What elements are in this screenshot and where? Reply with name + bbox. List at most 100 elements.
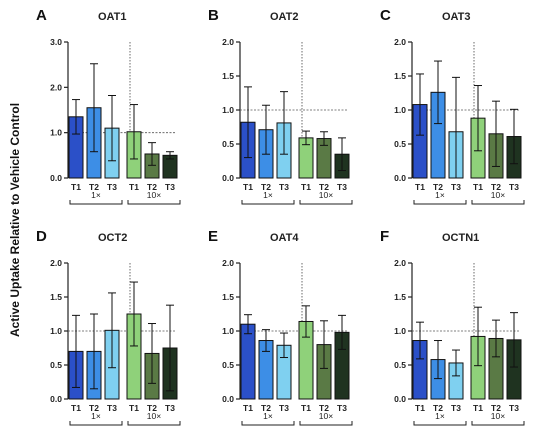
category-label: T2 xyxy=(433,403,443,413)
group-bracket xyxy=(127,421,181,426)
y-tick-label: 0.5 xyxy=(394,139,406,149)
group-label: 1× xyxy=(263,190,273,200)
y-tick-label: 1.5 xyxy=(394,292,406,302)
category-label: T2 xyxy=(261,182,271,192)
group-label: 10× xyxy=(319,411,333,421)
category-label: T2 xyxy=(89,403,99,413)
y-tick-label: 2.0 xyxy=(222,258,234,268)
panel-letter: F xyxy=(380,228,389,245)
category-label: T1 xyxy=(301,182,311,192)
category-label: T2 xyxy=(147,403,157,413)
category-label: T3 xyxy=(165,403,175,413)
y-tick-label: 0.0 xyxy=(394,394,406,404)
y-tick-label: 0.5 xyxy=(50,360,62,370)
panel-d: D OCT2 0.0 0.5 1.0 1.5 2.0 T1 T2 T3 T1 T2 T3 1× 10× xyxy=(36,228,181,426)
group-bracket xyxy=(471,200,525,205)
category-label: T3 xyxy=(279,182,289,192)
category-label: T2 xyxy=(319,182,329,192)
category-label: T1 xyxy=(129,403,139,413)
y-tick-label: 1.0 xyxy=(222,105,234,115)
category-label: T1 xyxy=(473,403,483,413)
panel-letter: B xyxy=(208,7,219,24)
group-label: 1× xyxy=(435,190,445,200)
group-bracket xyxy=(299,200,353,205)
y-tick-label: 2.0 xyxy=(394,258,406,268)
y-axis-label: Active Uptake Relative to Vehicle Contro… xyxy=(8,103,22,337)
category-label: T2 xyxy=(89,182,99,192)
panel-f: F OCTN1 0.0 0.5 1.0 1.5 2.0 T1 T2 T3 T1 T2 T3 1× 10× xyxy=(380,228,525,426)
y-tick-label: 0.5 xyxy=(222,139,234,149)
category-label: T3 xyxy=(279,403,289,413)
category-label: T2 xyxy=(491,182,501,192)
panel-c: C OAT3 0.0 0.5 1.0 1.5 2.0 T1 T2 T3 T1 T2 T3 1× 10× xyxy=(380,7,525,205)
y-tick-label: 1.0 xyxy=(394,105,406,115)
category-label: T3 xyxy=(107,403,117,413)
y-tick-label: 1.5 xyxy=(394,71,406,81)
group-label: 1× xyxy=(263,411,273,421)
panel-title: OAT2 xyxy=(270,11,299,23)
group-label: 10× xyxy=(491,411,505,421)
panel-title: OAT1 xyxy=(98,11,127,23)
panel-letter: D xyxy=(36,228,47,245)
group-bracket xyxy=(127,200,181,205)
y-tick-label: 1.5 xyxy=(222,71,234,81)
category-label: T3 xyxy=(509,403,519,413)
category-label: T3 xyxy=(509,182,519,192)
category-label: T2 xyxy=(261,403,271,413)
category-label: T1 xyxy=(473,182,483,192)
group-bracket xyxy=(241,200,295,205)
group-label: 10× xyxy=(147,190,161,200)
y-tick-label: 2.0 xyxy=(394,37,406,47)
y-tick-label: 0.0 xyxy=(394,173,406,183)
panel-b: B OAT2 0.0 0.5 1.0 1.5 2.0 T1 T2 T3 T1 T2 T3 1× 10× xyxy=(208,7,353,205)
y-tick-label: 1.5 xyxy=(222,292,234,302)
y-tick-label: 2.0 xyxy=(222,37,234,47)
category-label: T3 xyxy=(165,182,175,192)
y-tick-label: 0.5 xyxy=(222,360,234,370)
panel-a: A OAT1 0.0 1.0 2.0 3.0 T1 T2 T3 T1 T2 T3 1× 10× xyxy=(36,7,181,205)
group-label: 10× xyxy=(319,190,333,200)
panel-title: OAT3 xyxy=(442,11,471,23)
y-tick-label: 0.5 xyxy=(394,360,406,370)
y-tick-label: 1.0 xyxy=(394,326,406,336)
category-label: T1 xyxy=(71,403,81,413)
panel-letter: A xyxy=(36,7,47,24)
group-bracket xyxy=(241,421,295,426)
panel-title: OCTN1 xyxy=(442,232,479,244)
category-label: T2 xyxy=(319,403,329,413)
category-label: T1 xyxy=(71,182,81,192)
category-label: T2 xyxy=(147,182,157,192)
group-bracket xyxy=(299,421,353,426)
category-label: T3 xyxy=(107,182,117,192)
y-tick-label: 1.0 xyxy=(50,326,62,336)
group-label: 1× xyxy=(435,411,445,421)
group-bracket xyxy=(69,200,123,205)
group-label: 1× xyxy=(91,190,101,200)
category-label: T3 xyxy=(451,403,461,413)
category-label: T1 xyxy=(415,403,425,413)
category-label: T1 xyxy=(243,182,253,192)
panel-letter: E xyxy=(208,228,218,245)
group-bracket xyxy=(471,421,525,426)
panel-letter: C xyxy=(380,7,391,24)
category-label: T1 xyxy=(243,403,253,413)
panel-title: OAT4 xyxy=(270,232,299,244)
y-tick-label: 0.0 xyxy=(222,173,234,183)
y-tick-label: 3.0 xyxy=(50,37,62,47)
category-label: T3 xyxy=(451,182,461,192)
y-tick-label: 2.0 xyxy=(50,258,62,268)
y-tick-label: 0.0 xyxy=(222,394,234,404)
y-tick-label: 1.0 xyxy=(50,128,62,138)
bar xyxy=(240,323,256,400)
group-bracket xyxy=(69,421,123,426)
category-label: T3 xyxy=(337,403,347,413)
group-bracket xyxy=(413,421,467,426)
category-label: T2 xyxy=(491,403,501,413)
panel-e: E OAT4 0.0 0.5 1.0 1.5 2.0 T1 T2 T3 T1 T2 T3 1× 10× xyxy=(208,228,353,426)
y-tick-label: 0.0 xyxy=(50,394,62,404)
category-label: T2 xyxy=(433,182,443,192)
category-label: T3 xyxy=(337,182,347,192)
panels: A OAT1 0.0 1.0 2.0 3.0 T1 T2 T3 T1 T2 T3 1× 10× B OAT2 0… xyxy=(36,7,525,426)
group-bracket xyxy=(413,200,467,205)
